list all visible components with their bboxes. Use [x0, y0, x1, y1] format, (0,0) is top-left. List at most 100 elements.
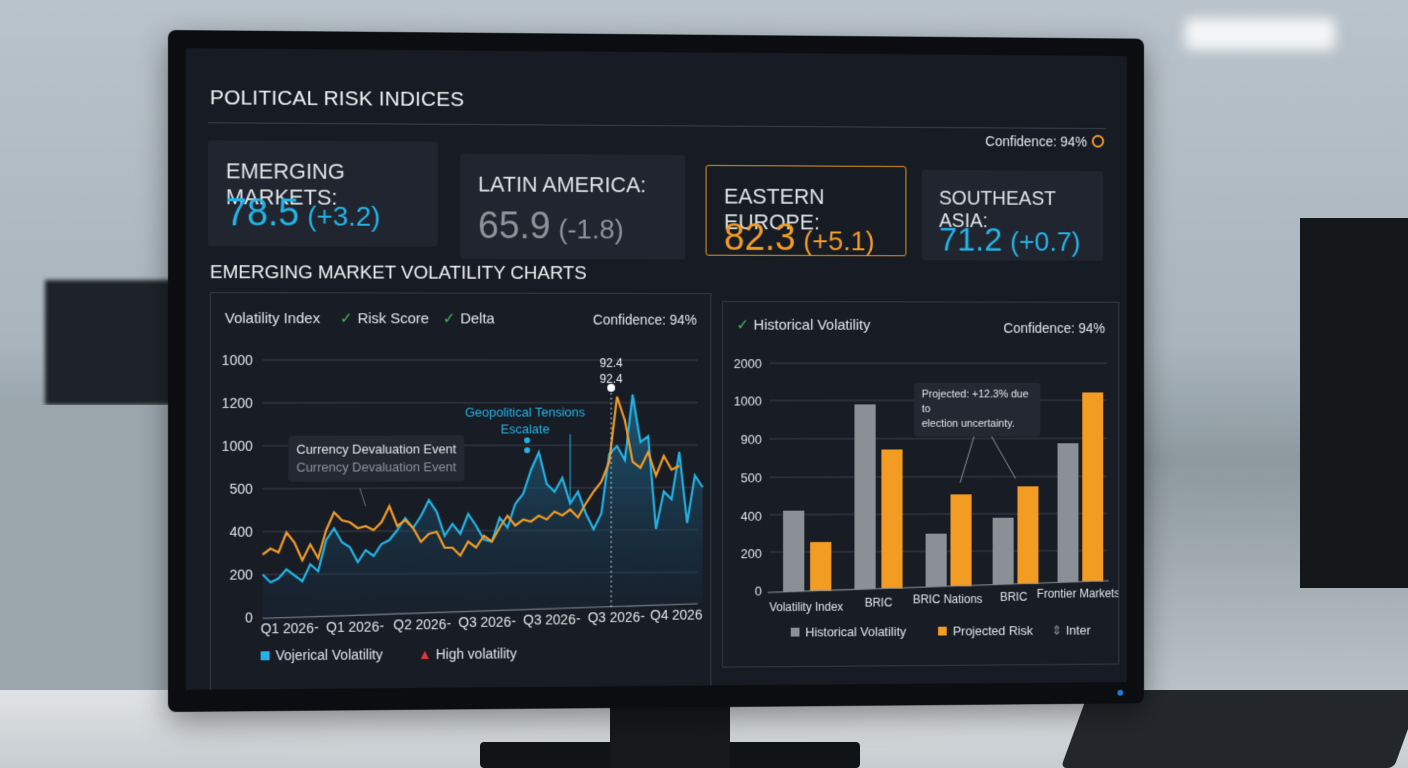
office-partition: [0, 405, 170, 735]
svg-text:400: 400: [229, 524, 252, 540]
card-change: (+5.1): [803, 225, 875, 257]
tooltip-pointers: [960, 432, 1015, 483]
bar-projected-volatility-index: [810, 541, 832, 592]
card-value: 71.2 (+0.7): [939, 221, 1081, 259]
peak-value-label: 92.4: [600, 356, 623, 370]
card-value: 78.5 (+3.2): [225, 192, 381, 235]
toggle-icon: ⇕: [1051, 622, 1063, 638]
risk-index-cards: EMERGING MARKETS: 78.5 (+3.2) LATIN AMERI…: [207, 140, 1106, 262]
bar-projected-bric-nations: [950, 494, 972, 587]
legend-swatch-cyan: [260, 651, 270, 661]
annotation-line-1: Currency Devaluation Event: [296, 441, 457, 457]
svg-text:Frontier Markets: Frontier Markets: [1037, 586, 1119, 600]
legend-item-projected[interactable]: Projected Risk: [952, 623, 1033, 639]
svg-text:Q1 2026: Q1 2026: [326, 619, 379, 635]
bar-chart[interactable]: 2000 1000 900 500 400 200 0: [723, 302, 1119, 667]
y-axis-labels: 2000 1000 900 500 400 200 0: [734, 356, 762, 598]
svg-text:0: 0: [245, 609, 253, 625]
svg-text:1200: 1200: [222, 395, 253, 411]
card-eastern-europe[interactable]: EASTERN EUROPE: 82.3 (+5.1): [705, 164, 907, 259]
svg-text:0: 0: [755, 584, 762, 599]
bar-chart-panel: ✓ Historical Volatility Confidence: 94% 2…: [722, 301, 1120, 668]
svg-text:Q4 2026: Q4 2026: [650, 607, 702, 623]
svg-text:-: -: [640, 608, 645, 624]
svg-text:Q3 2026: Q3 2026: [588, 609, 641, 625]
warning-icon: ▲: [418, 646, 432, 663]
bar-historical-bric-nations: [925, 533, 947, 587]
y-axis-labels: 1000 1200 1000 500 400 200 0: [222, 352, 253, 625]
annotation-line-2: Currency Devaluation Event: [296, 459, 457, 475]
page-title: POLITICAL RISK INDICES: [209, 86, 465, 112]
svg-text:BRIC: BRIC: [865, 596, 893, 610]
event-marker-dot-2: [524, 447, 531, 454]
svg-text:500: 500: [229, 481, 252, 497]
projection-tooltip: Projected: +12.3% due to election uncert…: [914, 382, 1041, 437]
svg-text:400: 400: [741, 509, 762, 524]
volatility-line-chart-panel: Volatility Index ✓ Risk Score ✓ Delta Conf…: [209, 292, 712, 690]
card-change: (+0.7): [1010, 226, 1081, 257]
card-latin-america[interactable]: LATIN AMERICA: 65.9 (-1.8): [460, 153, 686, 260]
svg-text:-: -: [314, 619, 319, 635]
svg-text:200: 200: [229, 567, 252, 583]
bar-projected-frontier: [1082, 392, 1104, 582]
title-divider: [207, 122, 1107, 130]
bar-historical-bric-2: [992, 517, 1014, 585]
svg-text:Q2 2026: Q2 2026: [393, 616, 446, 632]
bar-historical-frontier: [1057, 443, 1079, 582]
bars: [783, 392, 1104, 592]
legend-item-volatility[interactable]: Vojerical Volatility: [275, 646, 383, 664]
card-label: LATIN AMERICA:: [478, 171, 647, 198]
section-title: EMERGING MARKET VOLATILITY CHARTS: [209, 262, 587, 284]
svg-text:900: 900: [741, 432, 762, 447]
power-led: [1117, 689, 1124, 696]
legend-swatch-orange: [938, 626, 948, 636]
event-geopolitical-label-2: Escalate: [501, 421, 550, 436]
card-value: 82.3 (+5.1): [724, 217, 875, 259]
legend-item-high-volatility[interactable]: High volatility: [435, 645, 517, 662]
line-chart[interactable]: 1000 1200 1000 500 400 200 0: [211, 293, 711, 690]
card-change: (-1.8): [558, 213, 624, 245]
svg-text:Q1 2026: Q1 2026: [261, 620, 314, 636]
background-monitor-right: [1300, 218, 1408, 588]
annotation-pointer: [360, 488, 366, 506]
tooltip-line-1: Projected: +12.3% due to: [921, 388, 1029, 416]
svg-text:1000: 1000: [222, 352, 253, 368]
currency-devaluation-annotation: Currency Devaluation Event Currency Deva…: [288, 435, 465, 482]
svg-text:-: -: [380, 618, 385, 634]
svg-text:500: 500: [741, 470, 762, 485]
legend-item-inter[interactable]: Inter: [1065, 622, 1091, 638]
legend-item-historical[interactable]: Historical Volatility: [805, 624, 907, 640]
card-change: (+3.2): [307, 200, 381, 232]
svg-text:Volatility Index: Volatility Index: [769, 600, 843, 614]
svg-text:1000: 1000: [222, 438, 253, 454]
card-southeast-asia[interactable]: SOUTHEAST ASIA: 71.2 (+0.7): [921, 170, 1104, 261]
bar-historical-volatility-index: [783, 510, 805, 592]
bar-projected-bric-2: [1017, 486, 1039, 585]
card-value: 65.9 (-1.8): [478, 205, 624, 248]
event-marker-dot: [524, 437, 531, 444]
legend-swatch-gray: [790, 627, 800, 637]
tooltip-line-2: election uncertainty.: [921, 417, 1015, 430]
bar-projected-bric: [881, 449, 903, 589]
svg-text:200: 200: [741, 546, 762, 561]
x-axis-labels: Q1 2026- Q1 2026- Q2 2026- Q3 2026- Q3 2…: [261, 607, 703, 637]
line-chart-bottom-legend: Vojerical Volatility ▲ High volatility: [260, 645, 517, 664]
svg-text:-: -: [576, 610, 581, 626]
x-axis-labels: Volatility Index BRIC BRIC Nations BRIC …: [769, 586, 1118, 614]
monitor: POLITICAL RISK INDICES Confidence: 94% E…: [168, 30, 1145, 712]
svg-text:1000: 1000: [734, 394, 762, 409]
ceiling-light: [1185, 18, 1335, 50]
svg-text:BRIC Nations: BRIC Nations: [913, 592, 983, 606]
peak-value-label-2: 92.4: [600, 372, 623, 386]
card-emerging-markets[interactable]: EMERGING MARKETS: 78.5 (+3.2): [207, 140, 438, 247]
event-geopolitical-label: Geopolitical Tensions: [465, 405, 586, 420]
dashboard-screen: POLITICAL RISK INDICES Confidence: 94% E…: [185, 48, 1127, 690]
bar-historical-bric: [854, 404, 876, 590]
svg-text:-: -: [447, 615, 452, 631]
svg-text:-: -: [511, 613, 516, 629]
volatility-area: [262, 394, 703, 619]
svg-text:Q3 2026: Q3 2026: [523, 611, 576, 627]
svg-text:Q3 2026: Q3 2026: [458, 614, 511, 630]
svg-text:2000: 2000: [734, 356, 762, 371]
background-monitor: [45, 280, 175, 405]
